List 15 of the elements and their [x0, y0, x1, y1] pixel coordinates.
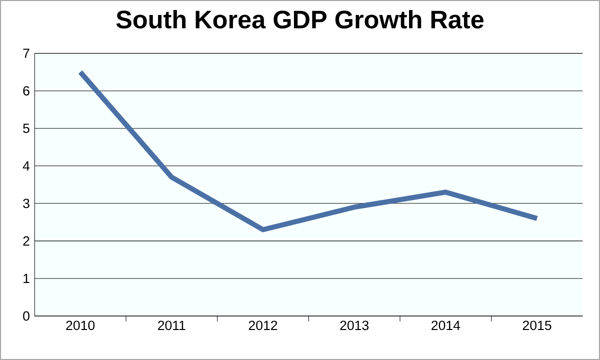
- x-tick-label: 2013: [340, 320, 369, 330]
- y-tick-label: 1: [24, 274, 30, 284]
- y-tick-label: 2: [23, 236, 30, 246]
- x-tick-label: 2015: [522, 320, 552, 330]
- y-tick-label: 6: [23, 86, 30, 96]
- chart-title: South Korea GDP Growth Rate: [116, 10, 484, 29]
- y-tick-label: 3: [23, 198, 30, 208]
- x-tick-label: 2010: [66, 320, 95, 330]
- x-tick-label: 2012: [248, 320, 278, 330]
- x-tick-label: 2014: [432, 320, 460, 330]
- y-tick-label: 4: [22, 161, 30, 170]
- y-tick-label: 0: [23, 311, 30, 321]
- x-tick-label: 2011: [158, 320, 186, 330]
- y-tick-label: 7: [23, 48, 30, 58]
- y-tick-label: 5: [23, 124, 30, 134]
